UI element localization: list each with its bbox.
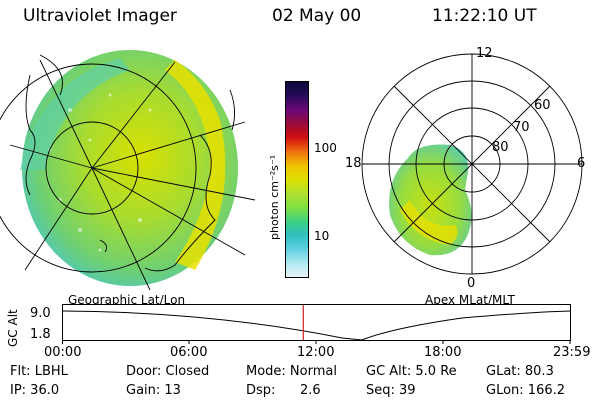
mlat-label-80: 80 <box>492 140 509 155</box>
colorbar-unit-label: photon cm⁻²s⁻¹ <box>268 154 281 240</box>
info-gc-alt: GC Alt: 5.0 Re <box>366 364 457 379</box>
left-panel-caption: Geographic Lat/Lon <box>68 293 186 307</box>
info-dsp-value: 2.6 <box>300 383 321 398</box>
mlat-label-60: 60 <box>534 98 551 113</box>
image-time: 11:22:10 UT <box>432 6 537 26</box>
colorbar-tick-10: 10 <box>314 229 330 243</box>
info-door: Door: Closed <box>126 364 210 379</box>
mlt-label-18: 18 <box>345 156 362 171</box>
info-ip: IP: 36.0 <box>10 383 60 398</box>
mlt-label-6: 6 <box>577 156 586 171</box>
altitude-axis-title: GC Alt <box>6 309 20 347</box>
colorbar-tick-100: 100 <box>314 141 337 155</box>
time-tick-06: 06:00 <box>170 345 208 360</box>
geographic-image <box>0 50 256 291</box>
altitude-curve <box>62 310 571 341</box>
time-tick-2359: 23:59 <box>553 345 591 360</box>
mlt-label-0: 0 <box>467 276 476 291</box>
info-glon: GLon: 166.2 <box>486 383 566 398</box>
time-tick-12: 12:00 <box>297 345 335 360</box>
instrument-title: Ultraviolet Imager <box>23 6 177 26</box>
info-seq: Seq: 39 <box>366 383 416 398</box>
altitude-strip <box>62 304 571 344</box>
time-tick-18: 18:00 <box>424 345 462 360</box>
image-date: 02 May 00 <box>272 6 362 26</box>
dayglow-band-left <box>165 60 226 270</box>
info-glat: GLat: 80.3 <box>486 364 554 379</box>
time-tick-00: 00:00 <box>44 345 82 360</box>
colorbar <box>285 81 309 278</box>
altitude-tick-9: 9.0 <box>30 306 51 321</box>
info-filter: Flt: LBHL <box>10 364 68 379</box>
polar-plot <box>361 53 583 275</box>
info-gain: Gain: 13 <box>126 383 181 398</box>
aurora-emission-left <box>22 50 238 286</box>
right-panel-caption: Apex MLat/MLT <box>425 293 515 307</box>
altitude-tick-1-8: 1.8 <box>30 327 51 342</box>
mlt-label-12: 12 <box>476 46 493 61</box>
info-dsp-label: Dsp: <box>246 383 276 398</box>
info-mode: Mode: Normal <box>246 364 337 379</box>
mlat-label-70: 70 <box>513 120 530 135</box>
